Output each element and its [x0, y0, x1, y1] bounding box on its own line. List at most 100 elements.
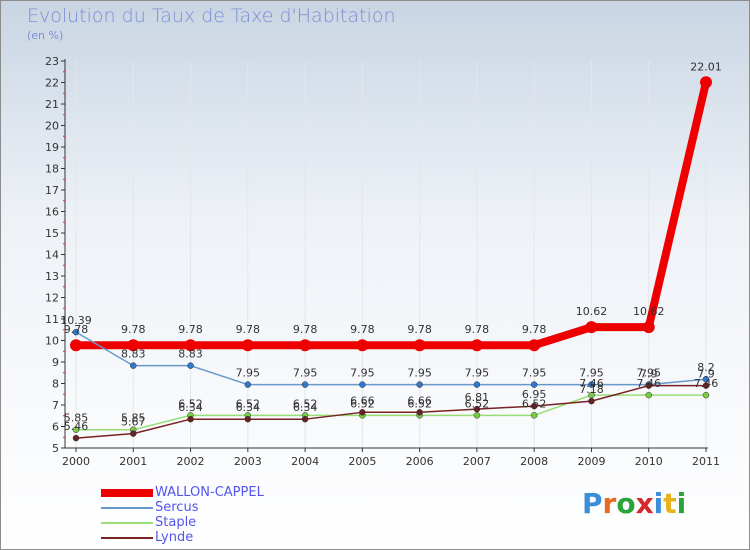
data-point-lynde [187, 415, 194, 423]
data-point-sercus [72, 328, 80, 336]
legend-swatch [101, 507, 153, 509]
y-tick-label: 10 [45, 335, 59, 348]
data-point-lynde [645, 382, 652, 389]
data-label-lynde: 6.34 [293, 401, 318, 414]
y-tick-label: 9 [52, 356, 59, 369]
data-point-wallon-cappel [470, 339, 483, 352]
y-tick-label: 12 [45, 292, 59, 305]
data-point-lynde [244, 415, 252, 423]
y-tick-label: 13 [45, 270, 59, 283]
data-label-sercus: 7.95 [407, 367, 432, 380]
y-tick-label: 20 [45, 120, 59, 133]
data-label-lynde: 6.66 [350, 394, 375, 407]
data-label-lynde: 6.34 [236, 401, 261, 414]
y-tick-label: 6 [52, 421, 59, 434]
y-tick-label: 19 [45, 141, 59, 154]
data-label-wallon-cappel: 10.62 [576, 305, 608, 318]
y-tick-label: 18 [45, 163, 59, 176]
data-point-lynde [359, 409, 366, 416]
x-tick-label: 2000 [62, 455, 90, 468]
data-point-sercus [416, 381, 423, 388]
x-tick-label: 2005 [348, 455, 376, 468]
data-point-wallon-cappel [413, 339, 426, 352]
data-point-sercus [301, 381, 309, 388]
data-label-lynde: 7.18 [579, 383, 604, 396]
y-tick-label: 7 [52, 399, 59, 412]
data-point-wallon-cappel [127, 339, 140, 352]
data-label-staple: 7.46 [579, 377, 604, 390]
data-label-staple: 5.85 [64, 412, 89, 425]
data-label-staple: 5.85 [121, 412, 146, 425]
data-point-sercus [473, 381, 481, 388]
y-tick-label: 17 [45, 184, 59, 197]
data-label-staple: 6.52 [236, 397, 261, 410]
data-point-wallon-cappel [356, 339, 369, 352]
data-label-lynde: 5.46 [64, 420, 89, 433]
logo-letter: t [663, 487, 677, 520]
y-tick-label: 23 [45, 55, 59, 68]
data-point-staple [72, 426, 80, 433]
chart-subtitle: (en %) [27, 29, 64, 42]
x-tick-label: 2011 [692, 455, 720, 468]
data-label-sercus: 7.95 [465, 367, 490, 380]
data-label-sercus: 8.83 [121, 348, 146, 361]
data-label-staple: 6.52 [293, 397, 318, 410]
legend-label: Lynde [155, 530, 194, 545]
data-label-staple: 6.52 [407, 397, 432, 410]
data-label-sercus: 8.83 [178, 348, 203, 361]
logo-letter: x [635, 487, 654, 520]
data-label-sercus: 7.95 [636, 367, 661, 380]
data-label-wallon-cappel: 9.78 [465, 323, 490, 336]
x-tick-label: 2010 [635, 455, 663, 468]
data-label-lynde: 6.95 [522, 388, 547, 401]
data-point-sercus [130, 362, 137, 369]
y-tick-label: 16 [45, 206, 59, 219]
x-tick-label: 2004 [291, 455, 319, 468]
data-label-wallon-cappel: 9.78 [522, 323, 547, 336]
data-label-sercus: 7.95 [579, 367, 604, 380]
data-label-sercus: 8.2 [697, 361, 715, 374]
x-tick-label: 2009 [577, 455, 605, 468]
data-point-wallon-cappel [642, 321, 655, 334]
data-label-staple: 7.46 [636, 377, 661, 390]
data-label-sercus: 7.95 [522, 367, 547, 380]
y-tick-label: 14 [45, 249, 59, 262]
data-label-lynde: 6.66 [407, 394, 432, 407]
data-point-wallon-cappel [700, 76, 712, 89]
data-label-staple: 6.52 [178, 397, 203, 410]
y-tick-label: 21 [45, 98, 59, 111]
series-line-wallon-cappel [76, 81, 710, 350]
data-point-sercus [359, 381, 366, 388]
data-point-wallon-cappel [299, 339, 312, 352]
logo-letter: i [676, 487, 687, 520]
data-label-sercus: 10.39 [60, 314, 92, 327]
y-tick-label: 15 [45, 227, 59, 240]
data-point-sercus [244, 381, 252, 388]
x-tick-label: 2001 [119, 455, 147, 468]
data-label-staple: 7.46 [694, 377, 719, 390]
series-line-lynde [75, 384, 706, 439]
logo-letter: o [616, 487, 636, 520]
data-label-wallon-cappel: 9.78 [350, 323, 375, 336]
data-label-lynde: 5.67 [121, 416, 146, 429]
data-point-wallon-cappel [241, 339, 254, 352]
data-point-lynde [588, 397, 595, 405]
data-point-lynde [301, 415, 309, 423]
legend-swatch [101, 537, 153, 539]
data-label-lynde: 6.34 [178, 401, 203, 414]
data-point-sercus [588, 381, 595, 388]
x-tick-label: 2003 [234, 455, 262, 468]
x-tick-label: 2002 [177, 455, 205, 468]
y-tick-label: 5 [52, 442, 59, 455]
data-label-sercus: 7.95 [350, 367, 375, 380]
data-point-sercus [530, 381, 538, 388]
data-label-sercus: 7.95 [236, 367, 261, 380]
data-point-wallon-cappel [528, 339, 541, 352]
legend-swatch [101, 522, 153, 524]
logo-letter: r [602, 487, 617, 520]
data-label-wallon-cappel: 9.78 [293, 323, 318, 336]
data-point-lynde [530, 402, 538, 410]
data-point-staple [702, 391, 710, 399]
